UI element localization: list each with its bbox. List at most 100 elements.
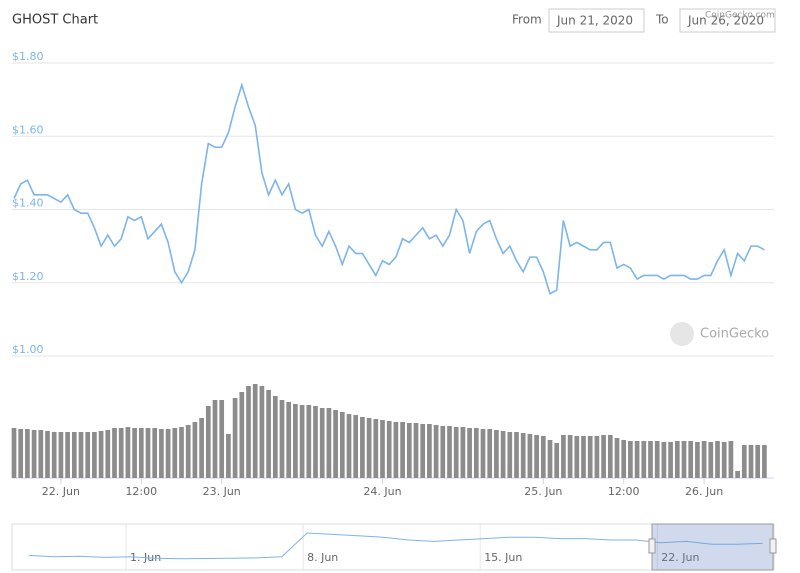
from-input[interactable] (548, 8, 645, 33)
navigator-handle[interactable] (769, 538, 777, 554)
volume-bar (514, 432, 519, 478)
to-value[interactable]: Jun 26, 2020 (687, 14, 764, 28)
from-value[interactable]: Jun 21, 2020 (556, 14, 633, 28)
volume-bar (433, 425, 439, 478)
watermark-logo (670, 322, 694, 346)
volume-bar (205, 406, 211, 478)
volume-bar (447, 426, 452, 478)
volume-bar (138, 428, 144, 478)
volume-bar (199, 418, 204, 478)
volume-bar (18, 429, 24, 478)
volume-bar (695, 442, 700, 478)
volume-bar (112, 428, 117, 478)
volume-bar (313, 406, 318, 478)
from-label: From (512, 13, 542, 27)
volume-bar (346, 414, 352, 478)
x-tick-label: 26. Jun (685, 485, 723, 498)
x-tick-label: 24. Jun (363, 485, 401, 498)
volume-bar (567, 435, 573, 478)
volume-bar (621, 440, 627, 478)
volume-bar (145, 428, 151, 478)
volume-bar (701, 441, 707, 478)
volume-bar (252, 384, 258, 478)
y-tick-label: $1.60 (12, 123, 44, 136)
volume-bar (105, 430, 111, 478)
volume-bar (78, 432, 84, 478)
volume-bar (339, 412, 345, 478)
volume-bar (735, 471, 740, 478)
volume-bar (587, 436, 593, 478)
volume-bar (440, 426, 446, 478)
chart-title: GHOST Chart (12, 13, 98, 28)
volume-bar (51, 432, 57, 478)
volume-bar (420, 424, 426, 478)
volume-bar (125, 427, 131, 478)
volume-bar (628, 441, 633, 478)
volume-bar (11, 428, 17, 478)
y-tick-label: $1.00 (12, 343, 44, 356)
navigator-selection[interactable] (651, 523, 774, 571)
volume-bar (179, 427, 184, 478)
volume-bar (406, 423, 412, 478)
volume-bar (266, 390, 271, 478)
navigator-label: 8. Jun (307, 551, 338, 564)
volume-bar (494, 430, 499, 478)
volume-bar (574, 436, 580, 478)
volume-bar (728, 441, 734, 478)
volume-bar (741, 445, 747, 478)
navigator-line (28, 532, 763, 560)
x-tick-label: 23. Jun (203, 485, 241, 498)
volume-bar (226, 434, 231, 478)
volume-bar (427, 424, 432, 478)
volume-bar (762, 445, 767, 478)
volume-bar (373, 419, 379, 478)
volume-bar (453, 427, 459, 478)
volume-bar (708, 442, 714, 478)
volume-bar (319, 408, 325, 478)
watermark: CoinGecko (700, 327, 769, 342)
volume-bar (607, 435, 613, 478)
volume-bar (748, 445, 754, 478)
volume-bar (473, 428, 479, 478)
volume-bar (534, 435, 539, 478)
navigator-label: 22. Jun (661, 551, 699, 564)
volume-bar (286, 402, 292, 478)
y-tick-label: $1.20 (12, 270, 44, 283)
volume-bar (45, 431, 50, 478)
volume-bar (219, 400, 225, 478)
volume-bar (31, 430, 37, 478)
volume-bar (715, 441, 720, 478)
volume-bar (674, 441, 680, 478)
volume-bar (380, 420, 385, 478)
volume-bar (668, 442, 673, 478)
volume-bar (547, 440, 553, 478)
navigator-handle[interactable] (648, 538, 656, 554)
volume-bar (159, 429, 164, 478)
volume-bar (165, 429, 171, 478)
volume-bar (98, 431, 104, 478)
volume-bar (688, 441, 694, 478)
x-tick-label: 12:00 (125, 485, 157, 498)
volume-bar (721, 442, 727, 478)
to-input[interactable] (679, 8, 776, 33)
volume-bar (527, 434, 533, 478)
y-tick-label: $1.40 (12, 197, 44, 210)
volume-bar (293, 404, 298, 478)
volume-bar (386, 421, 392, 478)
volume-bar (393, 422, 399, 478)
volume-bar (232, 398, 238, 478)
volume-bar (272, 396, 278, 478)
x-tick-label: 22. Jun (42, 485, 80, 498)
volume-bar (152, 428, 158, 478)
to-label: To (655, 13, 669, 27)
credit[interactable]: CoinGecko.com (705, 11, 775, 21)
volume-bar (634, 441, 640, 478)
volume-bar (65, 432, 70, 478)
volume-bar (25, 429, 30, 478)
volume-bar (366, 418, 372, 478)
volume-bar (507, 432, 513, 478)
volume-bar (185, 425, 191, 478)
volume-bar (681, 441, 687, 478)
volume-bar (561, 435, 566, 478)
